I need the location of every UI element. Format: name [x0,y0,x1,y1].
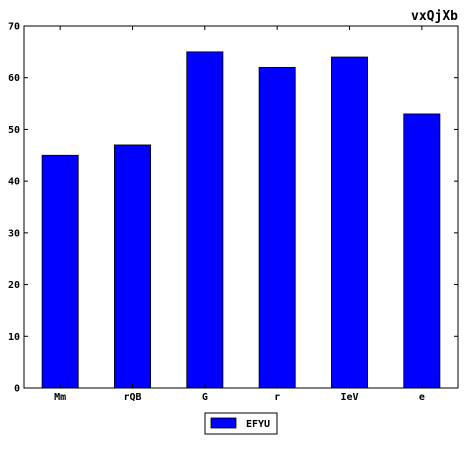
y-tick-label: 0 [14,384,20,395]
x-tick-label: rQB [123,392,141,403]
x-tick-label: r [274,392,280,403]
bars-group [41,51,441,389]
y-axis: 0 10 20 30 40 50 60 70 [8,22,458,395]
y-tick-label: 70 [8,22,20,33]
legend: EFYU [204,412,278,435]
x-tick-label: e [419,392,425,403]
y-tick-label: 10 [8,332,20,343]
plot-frame [23,25,459,389]
x-tick-label: Mm [54,392,66,403]
legend-swatch [210,417,237,429]
y-tick-label: 60 [8,73,20,84]
bar-G [186,51,224,389]
bar-e [403,113,441,389]
bar-Mm [41,154,79,389]
bar-IeV [331,56,368,389]
legend-label: EFYU [246,419,270,430]
y-tick-label: 30 [8,228,20,239]
y-tick-label: 40 [8,177,20,188]
bar-r [258,66,296,389]
y-tick-label: 50 [8,125,20,136]
bar-rQB [114,144,151,389]
y-tick-label: 20 [8,280,20,291]
chart-title: vxQjXb [411,9,458,24]
x-tick-label: IeV [340,392,358,403]
x-tick-label: G [202,392,208,403]
